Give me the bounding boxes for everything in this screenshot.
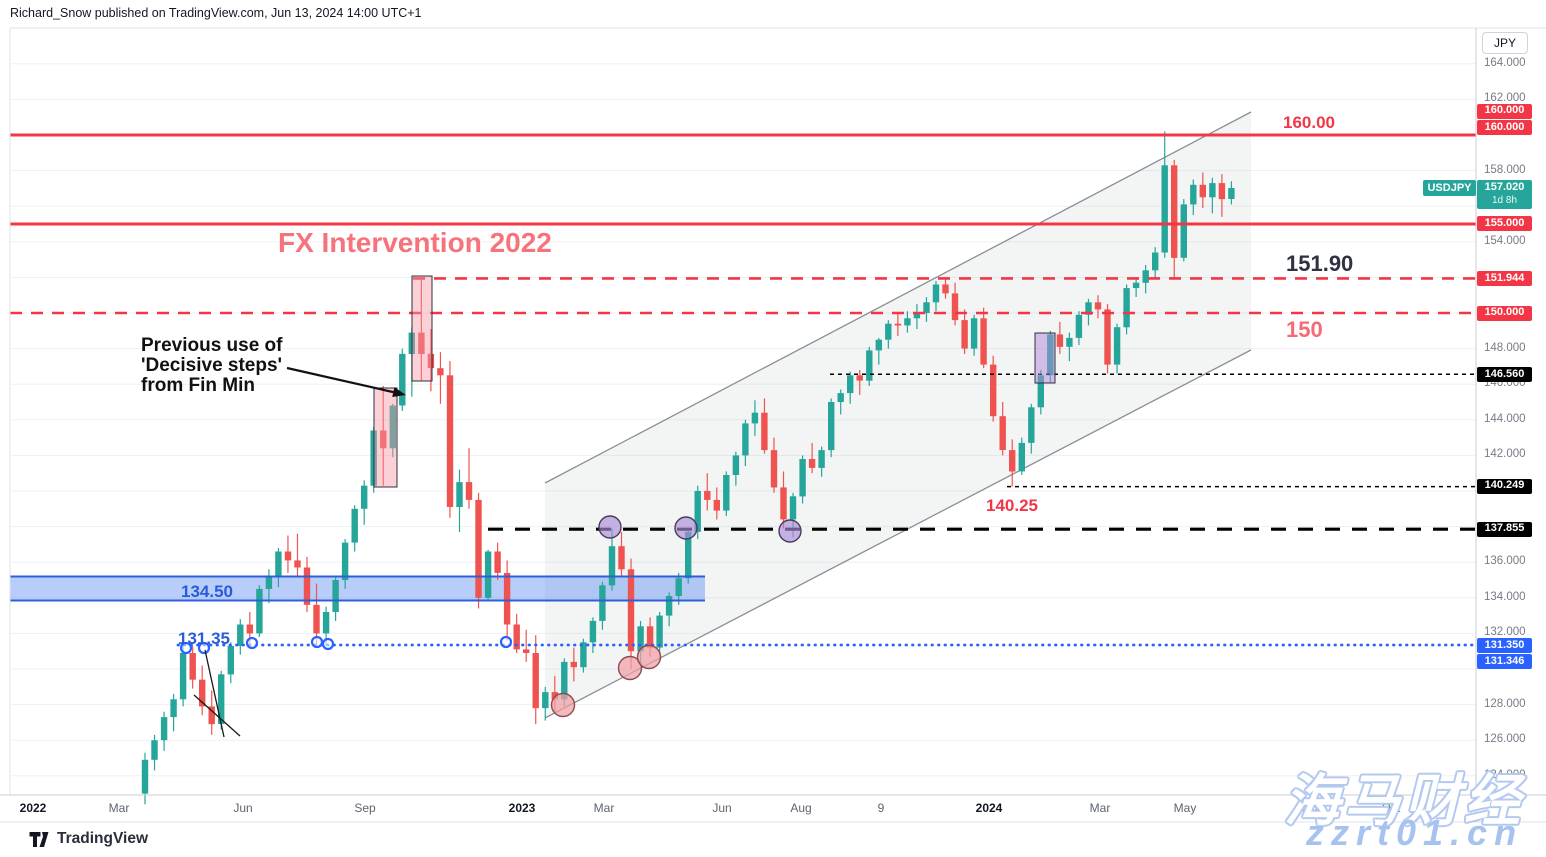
current-price-badge: 157.020 1d 8h (1477, 179, 1532, 209)
price-tick-label: 124.000 (1484, 768, 1526, 781)
byline: Richard_Snow published on TradingView.co… (10, 6, 422, 20)
time-tick-label: Jun (233, 801, 253, 815)
svg-text:FX Intervention 2022: FX Intervention 2022 (278, 227, 552, 258)
candlestick-series (141, 131, 1235, 805)
price-level-badge: 150.000 (1477, 305, 1532, 321)
svg-text:131.35: 131.35 (178, 629, 230, 648)
time-tick-label: 2022 (19, 801, 47, 815)
svg-text:Previous use of'Decisive steps: Previous use of 'Decisive steps' from Fin … (141, 335, 283, 396)
tradingview-logo-text: TradingView (57, 830, 149, 847)
time-tick-label: Oct (1381, 801, 1401, 815)
chart-annotations: FX Intervention 2022 Previous use of 'Deci… (141, 113, 1353, 648)
tradingview-logo-icon (29, 831, 49, 847)
svg-text:160.00: 160.00 (1283, 113, 1335, 132)
time-tick-label: 2023 (508, 801, 536, 815)
symbol-price-label: USDJPY (1423, 180, 1476, 196)
currency-toggle-button[interactable]: JPY (1482, 32, 1528, 54)
price-tick-label: 144.000 (1484, 412, 1526, 425)
price-level-badge: 140.249 (1477, 478, 1532, 494)
price-tick-label: 132.000 (1484, 626, 1526, 639)
highlight-rects[interactable] (373, 275, 1056, 488)
price-levels[interactable] (10, 133, 1478, 647)
time-tick-label: Mar (593, 801, 615, 815)
price-level-badge: 160.000 (1477, 120, 1532, 135)
svg-text:151.90: 151.90 (1286, 251, 1353, 276)
time-tick-label: Aug (790, 801, 812, 815)
price-tick-label: 134.000 (1484, 590, 1526, 603)
price-tick-label: 154.000 (1484, 234, 1526, 247)
ascending-channel[interactable] (544, 111, 1252, 719)
time-tick-label: Sep (354, 801, 376, 815)
price-tick-label: 148.000 (1484, 341, 1526, 354)
price-tick-label: 142.000 (1484, 448, 1526, 461)
time-tick-label: May (1173, 801, 1197, 815)
time-tick-label: Mar (108, 801, 130, 815)
trend-drawings[interactable] (193, 366, 406, 738)
price-tick-label: 162.000 (1484, 92, 1526, 105)
price-tick-label: 136.000 (1484, 555, 1526, 568)
price-tick-label: 158.000 (1484, 163, 1526, 176)
time-tick-label: Aug (1296, 801, 1318, 815)
price-level-badge: 160.000 (1477, 103, 1532, 119)
support-zone-borders (10, 575, 705, 602)
price-level-badge: 146.560 (1477, 367, 1532, 382)
price-tick-label: 164.000 (1484, 56, 1526, 69)
svg-text:134.50: 134.50 (181, 582, 233, 601)
svg-text:140.25: 140.25 (986, 496, 1038, 515)
svg-text:150: 150 (1286, 317, 1323, 342)
watermark-brand: 海马财经 (1284, 769, 1524, 832)
time-tick-label: 9 (877, 801, 885, 815)
price-level-badge: 151.944 (1477, 271, 1532, 286)
circle-markers[interactable] (179, 515, 802, 718)
price-level-badge: 131.350 (1477, 638, 1532, 653)
price-level-badge: 155.000 (1477, 216, 1532, 231)
tradingview-logo[interactable]: TradingView (28, 830, 148, 848)
support-zone[interactable] (10, 576, 705, 601)
time-tick-label: Mar (1089, 801, 1111, 815)
time-tick-label: 2024 (975, 801, 1003, 815)
price-tick-label: 128.000 (1484, 697, 1526, 710)
watermark-url: zzrt01.cn (1306, 812, 1524, 853)
price-level-badge: 131.346 (1477, 654, 1532, 669)
pane-borders (0, 27, 1546, 823)
price-tick-label: 126.000 (1484, 733, 1526, 746)
price-level-badge: 137.855 (1477, 521, 1532, 537)
time-tick-label: Jun (712, 801, 732, 815)
